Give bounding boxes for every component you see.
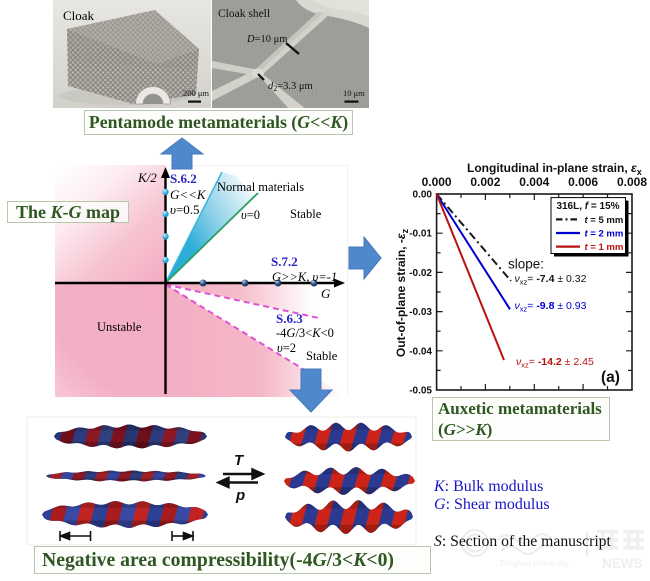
svg-text:0.00: 0.00 [413, 190, 433, 201]
svg-text:t = 5 mm: t = 5 mm [585, 215, 624, 226]
svg-text:0.002: 0.002 [470, 175, 500, 189]
svg-text:slope:: slope: [508, 257, 544, 272]
svg-text:t = 1 mm: t = 1 mm [585, 242, 624, 253]
svg-text:νxz= -7.4 ± 0.32: νxz= -7.4 ± 0.32 [515, 273, 587, 287]
svg-text:p: p [235, 487, 245, 504]
svg-text:d2=3.3 μm: d2=3.3 μm [268, 81, 313, 93]
svg-text:-0.03: -0.03 [409, 307, 432, 318]
svg-text:200 μm: 200 μm [183, 88, 209, 98]
svg-text:0.008: 0.008 [617, 175, 647, 189]
svg-text:-0.02: -0.02 [409, 268, 432, 279]
svg-text:Out-of-plane strain, -εz: Out-of-plane strain, -εz [395, 228, 410, 357]
svg-text:(a): (a) [601, 369, 620, 386]
svg-text:Tsinghua University: Tsinghua University [499, 559, 568, 568]
svg-text:0.000: 0.000 [422, 175, 452, 189]
svg-text:0.006: 0.006 [568, 175, 598, 189]
svg-text:10 μm: 10 μm [343, 88, 365, 98]
svg-text:316L, f = 15%: 316L, f = 15% [556, 201, 619, 212]
svg-text:0.004: 0.004 [519, 175, 549, 189]
svg-text:Longitudinal in-plane strain,: Longitudinal in-plane strain, εx [467, 161, 642, 177]
svg-text:t = 2 mm: t = 2 mm [585, 229, 624, 240]
svg-text:D=10 μm: D=10 μm [246, 34, 287, 45]
svg-text:νxz= -9.8 ± 0.93: νxz= -9.8 ± 0.93 [515, 300, 587, 314]
svg-text:NEWS: NEWS [602, 556, 643, 571]
svg-text:T: T [234, 452, 245, 469]
svg-text:νxz= -14.2 ± 2.45: νxz= -14.2 ± 2.45 [516, 356, 594, 370]
svg-text:-0.01: -0.01 [409, 229, 432, 240]
svg-text:-0.05: -0.05 [409, 386, 432, 397]
svg-text:Cloak shell: Cloak shell [218, 8, 270, 20]
svg-text:-0.04: -0.04 [409, 346, 432, 357]
svg-text:Cloak: Cloak [63, 8, 95, 23]
